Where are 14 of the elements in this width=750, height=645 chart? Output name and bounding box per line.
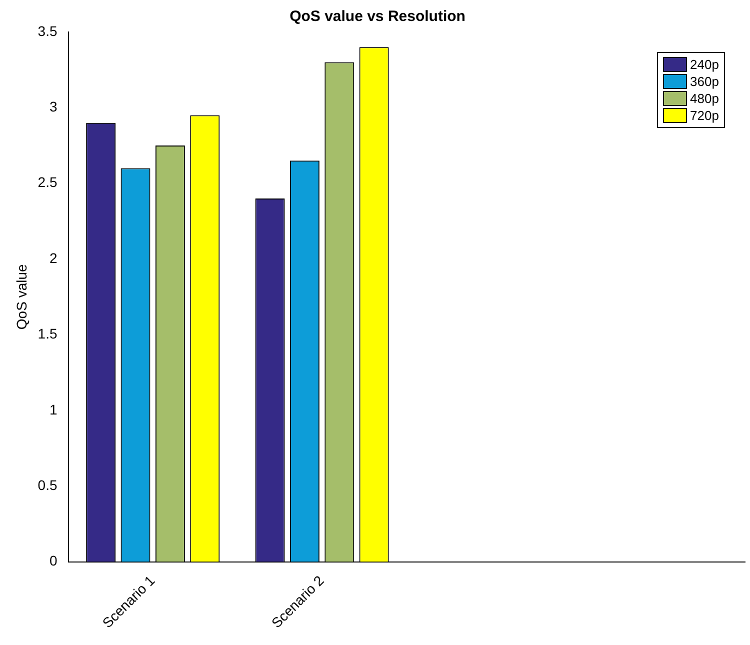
y-tick-label: 3	[49, 98, 58, 115]
legend-label: 720p	[690, 108, 719, 123]
y-tick-label: 3.5	[38, 22, 58, 39]
y-tick-label: 2	[49, 250, 58, 266]
legend-label: 360p	[690, 74, 719, 89]
y-tick-label: 0.5	[38, 476, 58, 493]
chart-title: QoS value vs Resolution	[290, 8, 466, 26]
y-tick-label: 0	[49, 552, 58, 569]
y-axis-title: QoS value	[13, 264, 30, 330]
legend-label: 240p	[690, 57, 719, 72]
y-tick-label: 1.5	[38, 326, 58, 342]
y-tick-label: 1	[49, 401, 58, 418]
legend-label: 480p	[690, 91, 719, 106]
y-tick-label: 2.5	[38, 174, 58, 190]
